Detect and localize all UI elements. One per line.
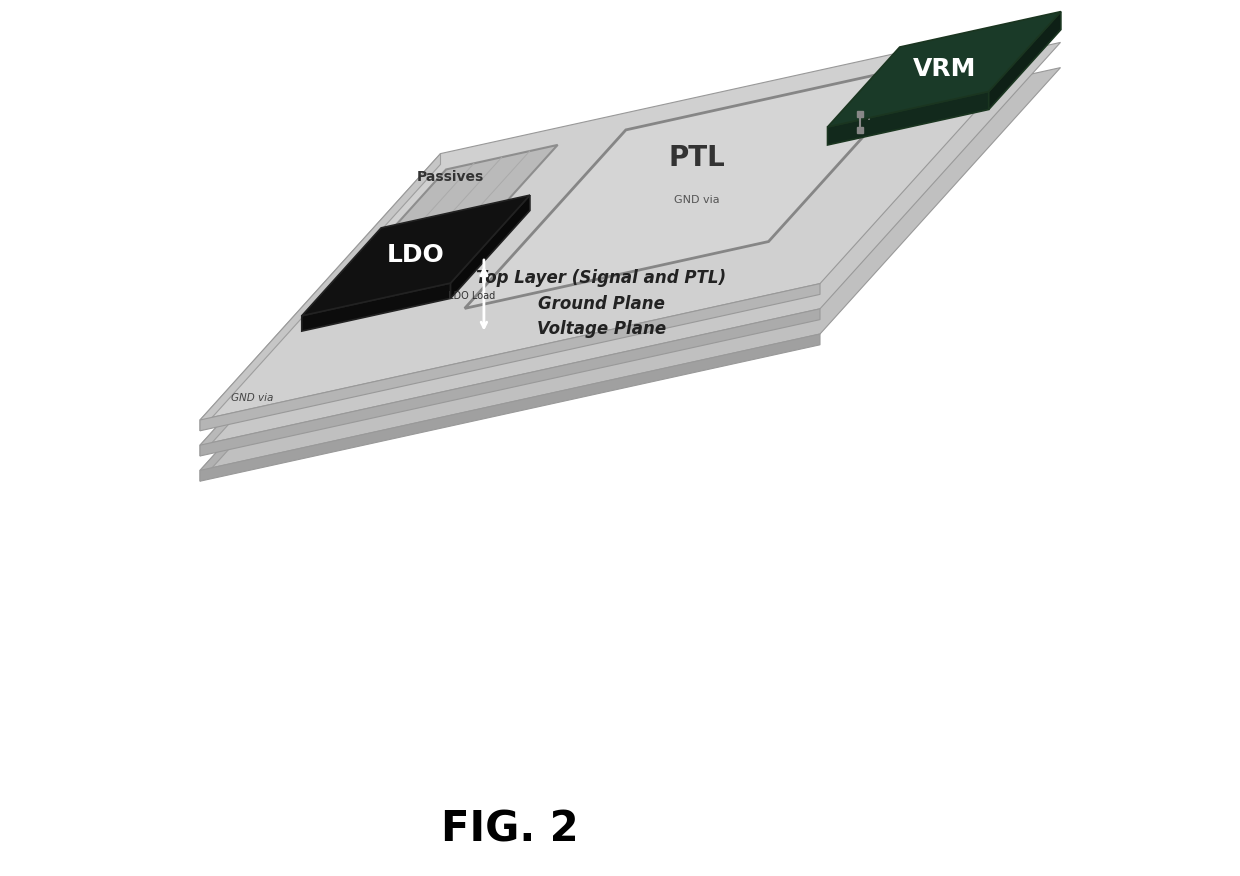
Polygon shape	[465, 63, 930, 308]
Text: LDO Load: LDO Load	[449, 291, 496, 301]
Polygon shape	[301, 283, 450, 331]
Text: Top Layer (Signal and PTL): Top Layer (Signal and PTL)	[476, 270, 727, 287]
Polygon shape	[200, 204, 440, 481]
Polygon shape	[301, 195, 529, 315]
Text: Voltage Plane: Voltage Plane	[537, 320, 666, 338]
Polygon shape	[200, 334, 820, 481]
Text: GND via: GND via	[231, 393, 273, 403]
Polygon shape	[200, 18, 1060, 420]
Text: LDO: LDO	[387, 244, 445, 267]
Text: FIG. 2: FIG. 2	[441, 809, 579, 851]
Polygon shape	[200, 42, 1060, 445]
Polygon shape	[374, 145, 558, 250]
Text: PTL: PTL	[668, 144, 725, 172]
Polygon shape	[827, 11, 1061, 127]
Polygon shape	[200, 67, 1060, 470]
Polygon shape	[827, 91, 988, 145]
Polygon shape	[200, 179, 440, 456]
Text: VRM: VRM	[913, 57, 976, 81]
Polygon shape	[450, 195, 529, 299]
Polygon shape	[988, 11, 1061, 110]
Polygon shape	[200, 153, 440, 431]
Polygon shape	[200, 284, 820, 431]
Polygon shape	[200, 309, 820, 456]
Text: GND via: GND via	[675, 194, 720, 205]
Text: Passives: Passives	[417, 170, 485, 184]
Text: Ground Plane: Ground Plane	[538, 294, 665, 313]
